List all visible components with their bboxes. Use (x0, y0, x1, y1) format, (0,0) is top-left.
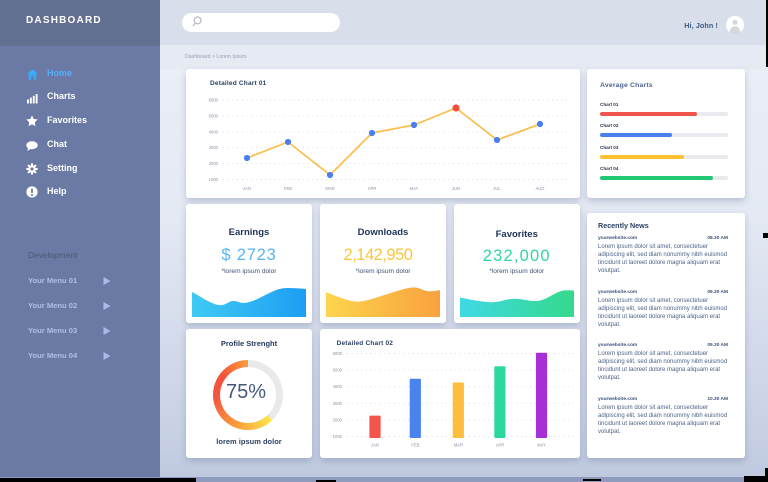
svg-text:4000: 4000 (333, 384, 343, 389)
svg-text:MAY: MAY (537, 443, 546, 448)
svg-text:4000: 4000 (209, 129, 219, 134)
svg-text:FEB: FEB (411, 443, 419, 448)
svg-text:6000: 6000 (333, 351, 343, 356)
svg-text:MAR: MAR (454, 443, 463, 448)
svg-text:AUG: AUG (535, 186, 544, 191)
svg-text:6000: 6000 (209, 98, 219, 103)
svg-text:5000: 5000 (333, 368, 343, 373)
svg-text:APR: APR (496, 443, 505, 448)
svg-text:JAN: JAN (371, 443, 379, 448)
svg-text:JUL: JUL (493, 186, 501, 191)
svg-text:2000: 2000 (333, 417, 343, 422)
svg-text:APR: APR (368, 186, 377, 191)
svg-text:1000: 1000 (333, 434, 343, 439)
svg-text:5000: 5000 (209, 113, 219, 118)
svg-text:1000: 1000 (209, 177, 219, 182)
svg-text:FEB: FEB (284, 186, 292, 191)
svg-text:JAN: JAN (243, 186, 251, 191)
svg-text:MAY: MAY (410, 186, 419, 191)
svg-text:MAR: MAR (325, 186, 334, 191)
svg-text:JUN: JUN (452, 186, 460, 191)
svg-text:3000: 3000 (209, 145, 219, 150)
svg-text:2000: 2000 (209, 161, 219, 166)
svg-text:3000: 3000 (333, 401, 343, 406)
